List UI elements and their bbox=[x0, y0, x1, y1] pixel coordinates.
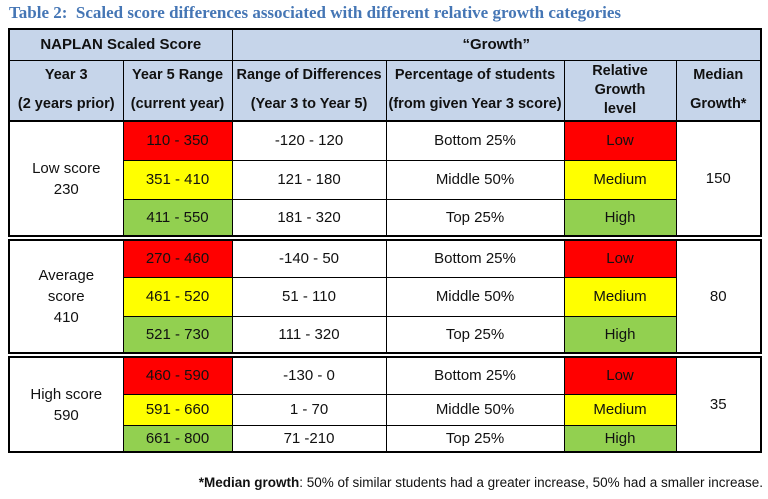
cell-range-of-differences: 111 - 320 bbox=[231, 315, 387, 356]
table-row: Average score 410 270 - 460 -140 - 50 Bo… bbox=[8, 235, 762, 356]
table-row: Low score 230 110 - 350 -120 - 120 Botto… bbox=[8, 120, 762, 239]
cell-percentage: Bottom 25% bbox=[385, 120, 565, 161]
table-row: 461 - 520 51 - 110 Middle 50% Medium bbox=[9, 276, 761, 317]
cell-range-of-differences: 1 - 70 bbox=[231, 393, 387, 426]
cell-percentage: Middle 50% bbox=[385, 276, 565, 317]
cell-range-of-differences: -140 - 50 bbox=[231, 235, 387, 278]
header-median-growth: Median Growth* bbox=[675, 59, 762, 122]
cell-percentage: Middle 50% bbox=[385, 393, 565, 426]
header-percentage-of-students: Percentage of students (from given Year … bbox=[385, 59, 565, 122]
cell-year5-range: 591 - 660 bbox=[122, 393, 233, 426]
table-row: High score 590 460 - 590 -130 - 0 Bottom… bbox=[8, 352, 762, 453]
growth-table: NAPLAN Scaled Score “Growth” Year 3 (2 y… bbox=[8, 28, 763, 453]
cell-growth-level: High bbox=[563, 315, 677, 356]
cell-range-of-differences: 71 -210 bbox=[231, 424, 387, 453]
header-naplan-scaled-score: NAPLAN Scaled Score bbox=[8, 28, 233, 61]
table-row: 521 - 730 111 - 320 Top 25% High bbox=[9, 315, 761, 356]
footnote-term: *Median growth bbox=[198, 475, 300, 490]
header-growth: “Growth” bbox=[231, 28, 762, 61]
cell-year5-range: 270 - 460 bbox=[122, 235, 233, 278]
header-row-2: Year 3 (2 years prior) Year 5 Range (cur… bbox=[8, 59, 762, 122]
table-title: Table 2: Scaled score differences associ… bbox=[9, 3, 622, 22]
cell-growth-level: Medium bbox=[563, 393, 677, 426]
cell-block-label: High score 590 bbox=[8, 352, 124, 453]
cell-range-of-differences: -130 - 0 bbox=[231, 352, 387, 395]
table-row: 591 - 660 1 - 70 Middle 50% Medium bbox=[9, 393, 761, 426]
cell-percentage: Bottom 25% bbox=[385, 352, 565, 395]
cell-range-of-differences: 181 - 320 bbox=[231, 198, 387, 239]
cell-growth-level: Low bbox=[563, 120, 677, 161]
header-row-1: NAPLAN Scaled Score “Growth” bbox=[8, 28, 762, 61]
cell-median-growth: 80 bbox=[675, 235, 762, 356]
cell-median-growth: 150 bbox=[675, 120, 762, 239]
cell-year5-range: 411 - 550 bbox=[122, 198, 233, 239]
table-row: 411 - 550 181 - 320 Top 25% High bbox=[9, 198, 761, 239]
cell-growth-level: High bbox=[563, 198, 677, 239]
footnote: *Median growth: 50% of similar students … bbox=[199, 475, 763, 490]
footnote-text: : 50% of similar students had a greater … bbox=[299, 475, 763, 490]
cell-range-of-differences: -120 - 120 bbox=[231, 120, 387, 161]
table-row: 351 - 410 121 - 180 Middle 50% Medium bbox=[9, 159, 761, 200]
cell-growth-level: Medium bbox=[563, 159, 677, 200]
table-row: 661 - 800 71 -210 Top 25% High bbox=[9, 424, 761, 453]
header-year3: Year 3 (2 years prior) bbox=[8, 59, 124, 122]
cell-percentage: Top 25% bbox=[385, 315, 565, 356]
header-range-of-differences: Range of Differences (Year 3 to Year 5) bbox=[231, 59, 387, 122]
cell-percentage: Top 25% bbox=[385, 198, 565, 239]
cell-year5-range: 351 - 410 bbox=[122, 159, 233, 200]
header-year5-range: Year 5 Range (current year) bbox=[122, 59, 233, 122]
cell-growth-level: Low bbox=[563, 352, 677, 395]
cell-growth-level: Medium bbox=[563, 276, 677, 317]
cell-growth-level: Low bbox=[563, 235, 677, 278]
cell-block-label: Low score 230 bbox=[8, 120, 124, 239]
cell-year5-range: 461 - 520 bbox=[122, 276, 233, 317]
cell-growth-level: High bbox=[563, 424, 677, 453]
cell-block-label: Average score 410 bbox=[8, 235, 124, 356]
cell-percentage: Middle 50% bbox=[385, 159, 565, 200]
cell-percentage: Bottom 25% bbox=[385, 235, 565, 278]
cell-year5-range: 521 - 730 bbox=[122, 315, 233, 356]
cell-median-growth: 35 bbox=[675, 352, 762, 453]
header-relative-growth-level: Relative Growth level bbox=[563, 59, 677, 122]
cell-range-of-differences: 51 - 110 bbox=[231, 276, 387, 317]
cell-range-of-differences: 121 - 180 bbox=[231, 159, 387, 200]
cell-year5-range: 110 - 350 bbox=[122, 120, 233, 161]
cell-year5-range: 661 - 800 bbox=[122, 424, 233, 453]
cell-percentage: Top 25% bbox=[385, 424, 565, 453]
cell-year5-range: 460 - 590 bbox=[122, 352, 233, 395]
